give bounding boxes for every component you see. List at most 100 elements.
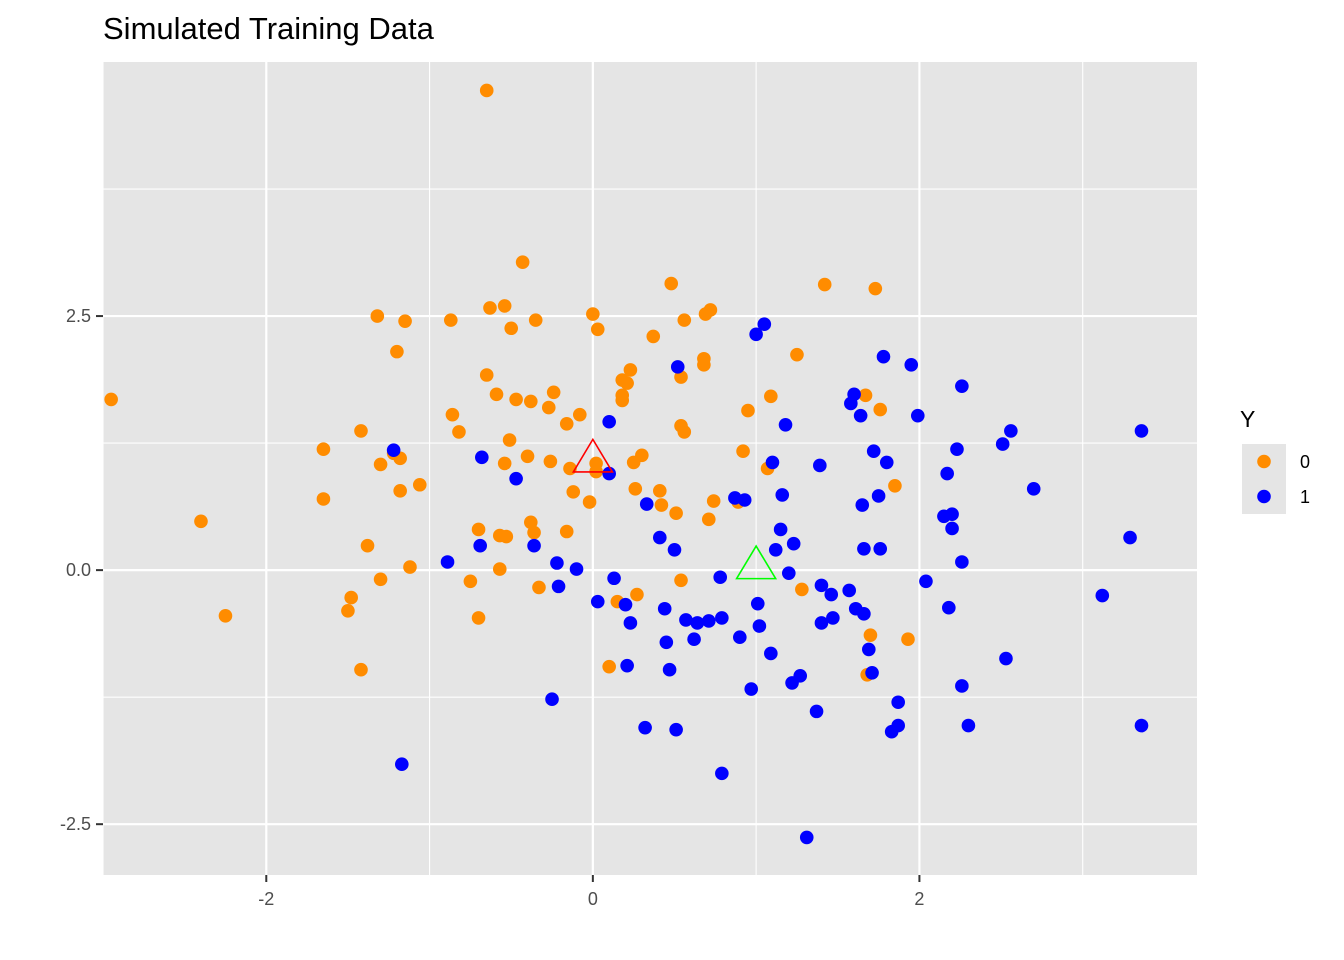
data-point [524,394,538,409]
data-point [445,407,460,422]
data-point [492,562,507,576]
legend-items: 01 [1242,444,1310,514]
data-point [866,444,881,459]
data-point [551,579,566,594]
data-point [814,616,829,630]
data-point [773,522,788,537]
data-point [590,594,605,609]
data-point [502,433,517,447]
data-point [497,299,512,313]
data-point [873,541,888,556]
data-point [775,488,790,502]
data-point [677,425,692,439]
data-point [706,494,721,508]
data-point [942,600,956,615]
data-point [440,555,455,569]
data-point [674,573,688,588]
data-point [901,632,915,647]
data-point [768,543,783,557]
triangle-marker [571,437,614,473]
data-point [550,556,564,570]
data-point [817,277,832,292]
data-point [483,301,497,315]
data-point [858,388,873,403]
data-point [586,307,600,321]
data-point [813,458,827,473]
data-point [386,443,401,458]
data-point [715,611,729,625]
data-point [1134,718,1149,733]
data-point [679,613,693,627]
data-point [623,616,638,630]
data-point [393,484,407,498]
data-point [713,570,728,585]
data-point [842,583,857,598]
data-point [602,466,616,481]
triangle-marker [735,544,778,580]
data-point [497,456,512,471]
data-point [862,642,876,657]
data-point [999,651,1013,666]
data-point [741,403,755,418]
data-point [398,314,412,328]
data-point [559,416,574,431]
data-point [620,658,634,673]
data-point [403,560,417,574]
data-point [471,611,486,625]
data-point [847,387,861,402]
x-tick-label: 0 [588,889,598,909]
data-point [572,407,587,422]
data-point [690,616,705,630]
data-point [809,704,824,719]
data-point [443,313,458,327]
data-point [701,614,716,628]
data-point [104,392,118,407]
data-point [669,722,683,737]
data-point [701,512,716,527]
data-point [757,317,772,331]
data-point [945,521,959,536]
legend-key-marker [1257,454,1271,469]
data-point [659,635,674,650]
data-point [781,566,796,580]
data-point [590,322,605,337]
data-point [1095,588,1110,603]
data-point [602,414,616,429]
data-point [623,363,638,377]
data-point [888,478,902,493]
data-point [527,538,541,553]
data-point [737,493,752,507]
data-point [373,572,388,587]
data-point [799,830,814,845]
data-point [795,582,809,597]
data-point [615,388,630,403]
data-point [857,607,871,621]
data-point [504,321,519,336]
plot-panel [103,62,1197,875]
data-point [543,454,558,469]
data-point [961,718,976,733]
data-point [473,538,487,553]
data-point [527,525,541,540]
data-point [646,329,661,344]
data-point [873,402,888,417]
major-gridlines [103,62,1197,875]
chart-title: Simulated Training Data [103,11,435,46]
data-point [582,495,597,509]
data-point [559,524,574,539]
data-point [395,757,409,772]
data-point [630,587,644,602]
data-point [354,662,368,677]
data-point [618,597,633,612]
x-axis-tick-labels: -2 0 2 [258,889,924,909]
data-point [546,385,561,400]
data-point [945,507,959,522]
y-axis-tick-labels: -2.5 0.0 2.5 [60,306,91,834]
data-point [569,562,584,576]
data-point [955,379,969,393]
data-point [669,506,683,521]
data-point [868,281,883,296]
data-point [607,571,621,586]
data-point [687,632,701,647]
